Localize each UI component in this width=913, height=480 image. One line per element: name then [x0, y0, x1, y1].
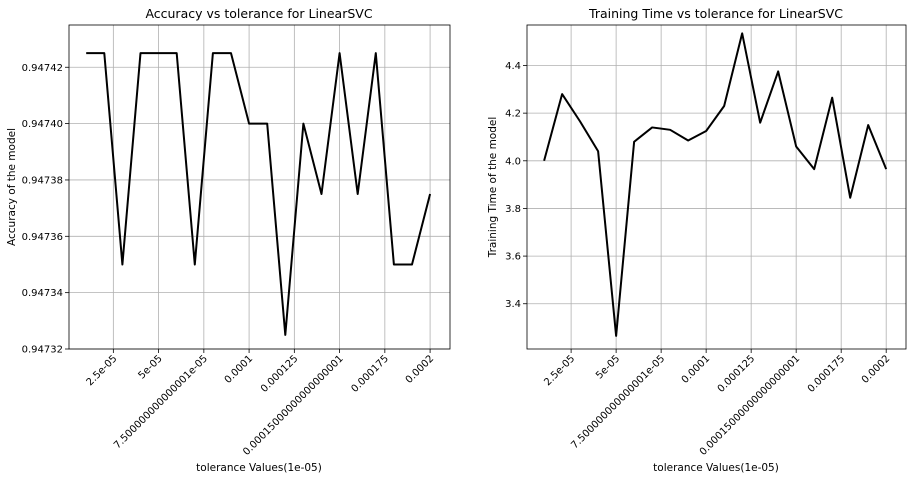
accuracy-x-ticks: 2.5e-05 5e-057.500000000000001e-05 0.0001 0…: [85, 349, 437, 458]
training-time-x-tick-label: 0.0001: [680, 353, 713, 386]
training-time-x-tick-label: 0.00015000000000000001: [698, 353, 803, 458]
training-time-y-tick-label: 3.8: [505, 204, 521, 215]
accuracy-x-tick-label: 5e-05: [137, 353, 165, 381]
training-time-series: [543, 32, 888, 337]
training-time-y-tick-label: 4.0: [505, 156, 521, 167]
training-time-y-tick-label: 4.4: [505, 61, 521, 72]
training-time-y-tick-label: 3.4: [505, 299, 521, 310]
training-time-x-ticks: 2.5e-05 5e-057.500000000000001e-05 0.0001 0…: [542, 349, 892, 458]
training-time-series-line: [543, 32, 888, 337]
accuracy-plot-frame: [68, 24, 451, 350]
training-time-x-tick-label: 0.000175: [806, 353, 848, 395]
accuracy-y-tick-label: 0.94740: [22, 119, 63, 130]
accuracy-chart: 2.5e-05 5e-057.500000000000001e-05 0.0001 0…: [6, 6, 451, 474]
accuracy-x-tick-label: 0.0001: [223, 353, 256, 386]
accuracy-x-axis-label: tolerance Values(1e-05): [196, 462, 322, 474]
training-time-plot-frame: [526, 24, 907, 350]
training-time-x-tick-label: 2.5e-05: [542, 353, 577, 388]
accuracy-x-tick-label: 0.000175: [349, 353, 391, 395]
accuracy-chart-title: Accuracy vs tolerance for LinearSVC: [145, 6, 372, 21]
accuracy-y-axis-label: Accuracy of the model: [6, 128, 18, 246]
accuracy-grid: [69, 25, 450, 350]
training-time-x-tick-label: 0.0002: [860, 353, 893, 386]
training-time-x-axis-label: tolerance Values(1e-05): [653, 462, 779, 474]
training-time-y-tick-label: 3.6: [505, 252, 521, 263]
training-time-chart: 2.5e-05 5e-057.500000000000001e-05 0.0001 0…: [487, 6, 907, 474]
accuracy-series: [86, 52, 432, 336]
training-time-y-tick-label: 4.2: [505, 109, 521, 120]
training-time-y-axis-label: Training Time of the model: [487, 117, 499, 259]
accuracy-x-tick-label: 0.000125: [259, 353, 301, 395]
accuracy-y-tick-label: 0.94742: [22, 63, 63, 74]
accuracy-y-tick-label: 0.94738: [22, 175, 63, 186]
accuracy-x-tick-label: 0.00015000000000000001: [241, 353, 346, 458]
training-time-x-tick-label: 5e-05: [594, 353, 622, 381]
accuracy-series-line: [86, 52, 432, 336]
accuracy-y-ticks: 0.94732 0.94734 0.94736 0.94738 0.94740 0.947…: [22, 63, 69, 356]
accuracy-x-tick-label: 7.500000000000001e-05: [112, 353, 210, 451]
accuracy-y-tick-label: 0.94736: [22, 232, 63, 243]
training-time-y-ticks: 3.4 3.6 3.8 4.0 4.2 4.4: [505, 61, 527, 310]
training-time-chart-title: Training Time vs tolerance for LinearSVC: [588, 6, 843, 21]
accuracy-y-tick-label: 0.94732: [22, 345, 63, 356]
accuracy-x-tick-label: 2.5e-05: [85, 353, 120, 388]
training-time-x-tick-label: 7.500000000000001e-05: [569, 353, 667, 451]
training-time-x-tick-label: 0.000125: [716, 353, 758, 395]
accuracy-x-tick-label: 0.0002: [404, 353, 437, 386]
accuracy-y-tick-label: 0.94734: [22, 288, 63, 299]
